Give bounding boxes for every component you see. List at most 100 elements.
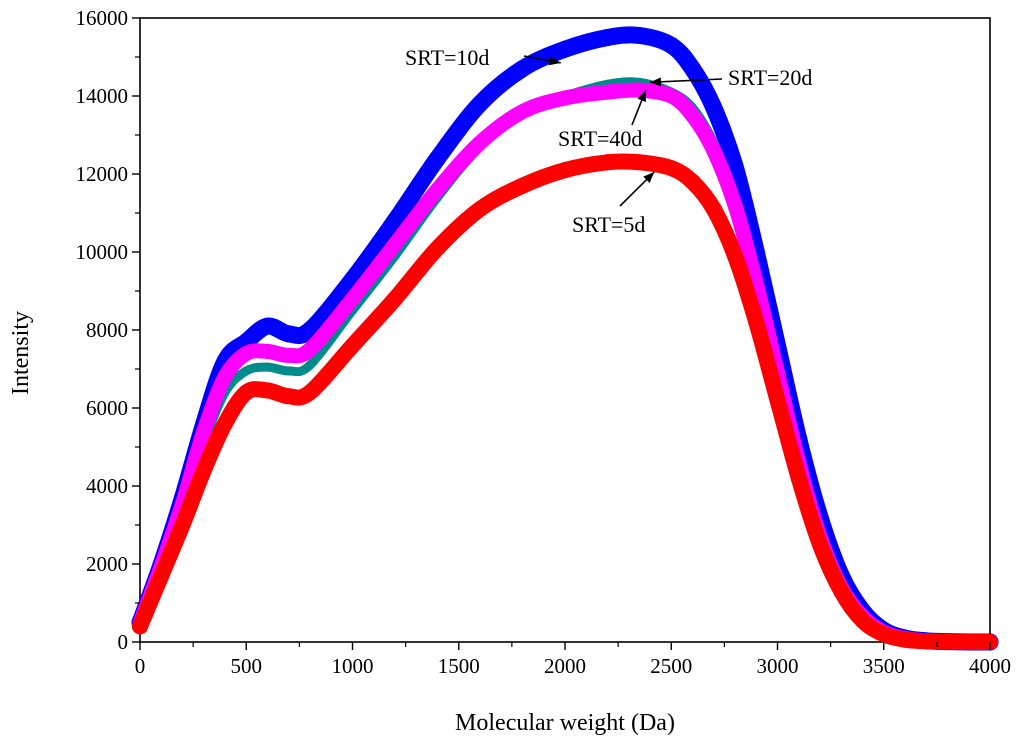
data-point-srt-40d [238, 345, 254, 361]
y-tick-label: 8000 [86, 318, 128, 342]
data-point-srt-5d [472, 201, 488, 218]
data-point-srt-5d [918, 633, 935, 650]
data-point-srt-5d [259, 382, 276, 399]
series-group [131, 26, 999, 651]
data-point-srt-5d [217, 415, 233, 432]
x-tick-label: 500 [231, 654, 263, 678]
data-point-srt-5d [960, 634, 977, 650]
data-point-srt-40d [196, 423, 212, 439]
data-point-srt-5d [344, 337, 361, 354]
data-point-srt-40d [472, 135, 488, 151]
y-tick-label: 16000 [76, 6, 129, 30]
annotation-arrow-srt-20d-head [650, 77, 662, 87]
data-point-srt-5d [514, 177, 531, 194]
data-point-srt-40d [345, 291, 360, 307]
data-point-srt-5d [854, 612, 871, 629]
data-point-srt-20d [284, 366, 294, 376]
data-point-srt-40d [260, 343, 275, 359]
data-point-srt-40d [600, 84, 615, 100]
annotation-arrow-srt-5d-head [643, 172, 655, 183]
data-point-srt-10d [514, 60, 531, 78]
series-line-srt-5d [132, 153, 998, 650]
data-point-srt-10d [471, 95, 489, 113]
data-point-srt-40d [727, 197, 743, 213]
data-point-srt-10d [259, 317, 276, 335]
data-point-srt-5d [195, 462, 212, 479]
y-tick-label: 12000 [76, 162, 129, 186]
data-point-srt-40d [302, 342, 318, 357]
annotation-label-srt-20d: SRT=20d [728, 65, 812, 90]
data-point-srt-20d [241, 366, 251, 376]
series-srt-5d [132, 153, 998, 650]
data-point-srt-5d [631, 154, 648, 171]
data-point-srt-10d [726, 157, 744, 175]
annotation-label-srt-10d: SRT=10d [405, 45, 489, 70]
annotations-group: SRT=10d SRT=20d SRT=40d SRT=5d [405, 45, 812, 237]
data-point-srt-5d [238, 384, 255, 401]
data-point-srt-20d [305, 360, 315, 370]
data-point-srt-40d [557, 90, 573, 106]
data-point-srt-5d [833, 583, 850, 600]
data-point-srt-40d [387, 236, 403, 252]
data-point-srt-5d [705, 201, 722, 218]
data-point-srt-40d [281, 347, 297, 363]
data-point-srt-10d [705, 99, 723, 117]
annotation-arrow-srt-40d-head [637, 90, 646, 103]
data-point-srt-5d [599, 154, 616, 171]
data-point-srt-5d [769, 392, 786, 409]
x-tick-label: 0 [135, 654, 146, 678]
data-point-srt-5d [684, 173, 701, 190]
data-point-srt-5d [748, 314, 765, 331]
ticks-group: 0 500 1000 1500 2000 2500 3000 3500 4000 0 2000 400… [76, 6, 1012, 678]
y-tick-label: 6000 [86, 396, 128, 420]
data-point-srt-5d [174, 517, 191, 533]
data-point-srt-5d [153, 567, 170, 584]
data-point-srt-20d [263, 362, 272, 372]
data-point-srt-5d [429, 240, 446, 257]
annotation-arrow-srt-20d-line [649, 78, 723, 84]
data-point-srt-10d [684, 60, 701, 78]
x-tick-label: 3500 [863, 654, 905, 678]
data-point-srt-40d [217, 369, 233, 385]
x-tick-label: 4000 [969, 654, 1011, 678]
data-point-srt-5d [812, 536, 828, 553]
x-tick-label: 3000 [757, 654, 799, 678]
data-point-srt-5d [790, 470, 807, 487]
y-tick-label: 0 [118, 630, 129, 654]
data-point-srt-10d [599, 29, 616, 46]
annotation-label-srt-40d: SRT=40d [558, 126, 642, 151]
data-point-srt-5d [557, 162, 573, 179]
y-tick-label: 14000 [76, 84, 129, 108]
data-point-srt-5d [302, 384, 318, 401]
data-point-srt-10d [662, 36, 680, 54]
x-tick-label: 1000 [332, 654, 374, 678]
data-point-srt-5d [875, 626, 892, 643]
x-tick-label: 1500 [438, 654, 480, 678]
series-srt-10d [131, 26, 999, 651]
data-point-srt-10d [556, 40, 574, 58]
data-point-srt-5d [727, 247, 743, 264]
data-point-srt-5d [387, 290, 403, 307]
x-axis-title: Molecular weight (Da) [455, 710, 675, 736]
data-point-srt-40d [706, 143, 722, 159]
data-point-srt-10d [386, 212, 404, 230]
data-point-srt-5d [663, 160, 680, 177]
annotation-label-srt-5d: SRT=5d [572, 212, 645, 237]
y-tick-label: 10000 [76, 240, 129, 264]
y-tick-label: 4000 [86, 474, 128, 498]
y-axis-title: Intensity [8, 311, 34, 395]
data-point-srt-10d [429, 149, 446, 167]
data-point-srt-40d [685, 108, 700, 123]
x-tick-label: 2000 [544, 654, 586, 678]
y-tick-label: 2000 [86, 552, 128, 576]
data-point-srt-5d [939, 633, 956, 650]
x-tick-label: 2500 [650, 654, 692, 678]
data-point-srt-40d [515, 104, 530, 120]
data-point-srt-5d [132, 618, 148, 635]
data-point-srt-10d [630, 27, 648, 45]
data-point-srt-5d [280, 388, 297, 405]
data-point-srt-5d [897, 631, 913, 648]
data-point-srt-40d [430, 182, 445, 198]
annotation-arrow-srt-10d-head [549, 56, 561, 66]
